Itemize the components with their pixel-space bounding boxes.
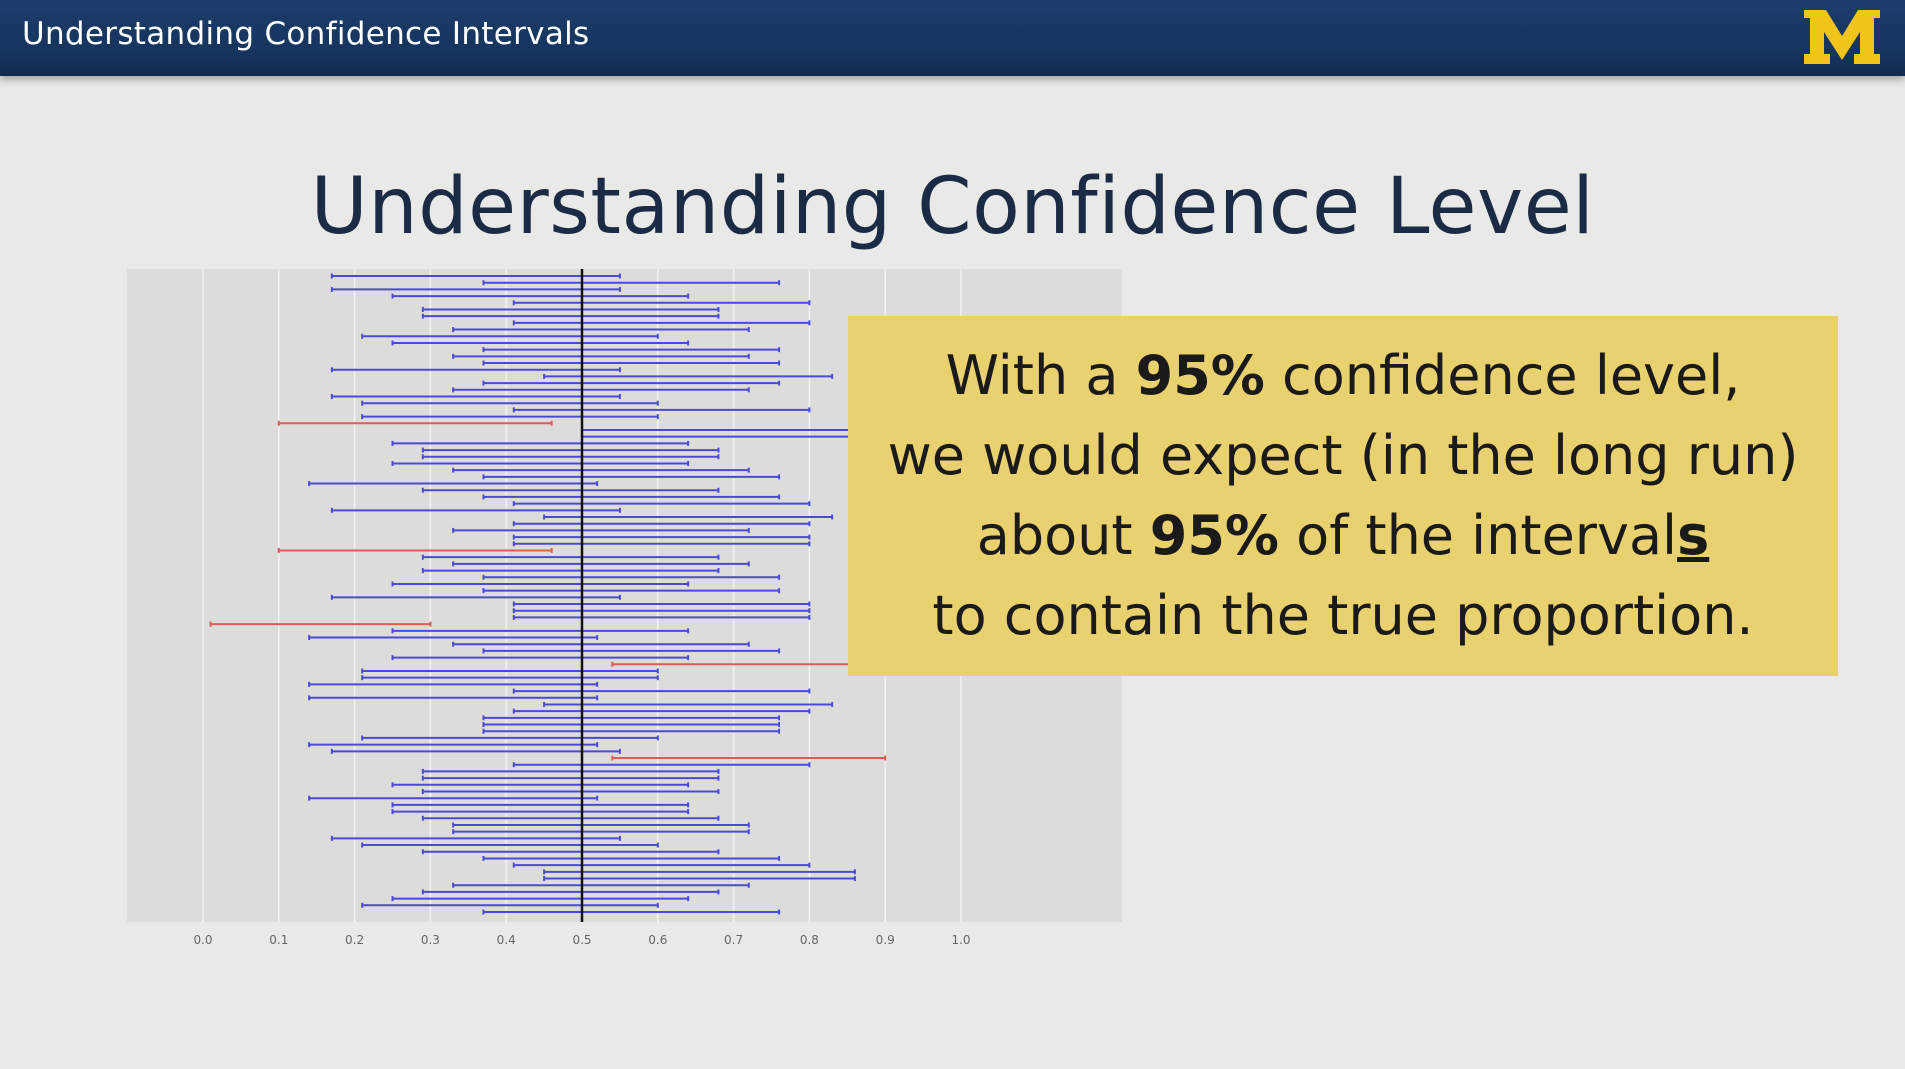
x-tick-label: 1.0 — [951, 933, 970, 947]
callout-box: With a 95% confidence level, we would ex… — [848, 316, 1838, 676]
x-tick-label: 0.6 — [648, 933, 667, 947]
x-tick-label: 0.0 — [193, 933, 212, 947]
x-axis-ticks: 0.0 0.1 0.2 0.3 0.4 0.5 0.6 0.7 0.8 0.9 1.0 — [193, 933, 970, 947]
x-tick-label: 0.8 — [800, 933, 819, 947]
university-logo-icon — [1804, 10, 1880, 64]
callout-emphasis: 95% — [1149, 504, 1280, 567]
callout-text: confidence level, — [1264, 344, 1741, 407]
header-bar: Understanding Confidence Intervals — [0, 0, 1905, 76]
slide-title: Understanding Confidence Level — [310, 162, 1595, 252]
x-tick-label: 0.2 — [345, 933, 364, 947]
logo-m-shape — [1804, 10, 1880, 64]
callout-text: of the interval — [1279, 504, 1678, 567]
x-tick-label: 0.9 — [876, 933, 895, 947]
callout-text: With a — [945, 344, 1136, 407]
header-title: Understanding Confidence Intervals — [22, 16, 590, 52]
x-tick-label: 0.3 — [421, 933, 440, 947]
callout-line-1: With a 95% confidence level, — [848, 336, 1838, 416]
x-tick-label: 0.4 — [497, 933, 516, 947]
callout-emphasis: 95% — [1135, 344, 1265, 407]
x-tick-label: 0.1 — [269, 933, 288, 947]
callout-text: about — [976, 504, 1150, 567]
interval-lines — [209, 273, 887, 915]
x-tick-label: 0.5 — [572, 933, 591, 947]
callout-line-4: to contain the true proportion. — [932, 584, 1754, 647]
callout-line-3: about 95% of the intervals — [848, 496, 1838, 576]
callout-underlined-text: s — [1677, 504, 1710, 567]
x-tick-label: 0.7 — [724, 933, 743, 947]
callout-line-2: we would expect (in the long run) — [887, 424, 1799, 487]
